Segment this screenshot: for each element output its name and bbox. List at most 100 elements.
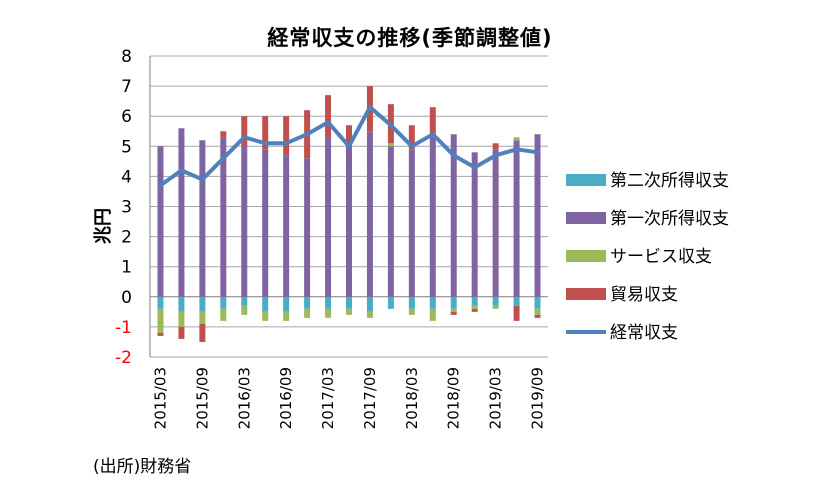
bar-第一次所得収支 [450,134,457,297]
bar-第一次所得収支 [241,146,248,297]
x-axis-ticks: 2015/03 2015/09 2016/03 2016/09 2017/03 2017/… [151,367,546,429]
legend-label: サービス収支 [610,247,712,267]
y-tick-label: 7 [121,77,132,97]
bar-第二次所得収支 [534,296,541,309]
y-tick-label: 6 [121,107,132,127]
bar-貿易収支 [241,116,248,147]
bar-サービス収支 [178,311,185,327]
bar-貿易収支 [346,125,352,147]
legend-swatch [566,212,606,224]
y-tick-label: 3 [121,198,132,218]
bar-第一次所得収支 [346,146,352,297]
bar-第一次所得収支 [429,134,436,297]
legend-swatch [566,174,606,186]
legend-label: 経常収支 [610,323,678,343]
bar-貿易収支 [429,107,436,135]
bar-第二次所得収支 [471,296,478,306]
bar-第一次所得収支 [492,149,499,297]
bar-第二次所得収支 [157,296,164,309]
legend-label: 第一次所得収支 [610,209,729,229]
bar-貿易収支 [178,326,185,339]
bar-サービス収支 [450,308,457,312]
y-tick-label: -1 [115,318,132,338]
bar-貿易収支 [450,311,457,315]
bar-第二次所得収支 [304,296,311,309]
bar-第一次所得収支 [220,137,227,297]
bar-サービス収支 [325,308,332,318]
bar-貿易収支 [325,95,332,138]
legend-label: 貿易収支 [610,285,678,305]
bar-第一次所得収支 [471,152,478,297]
bar-第一次所得収支 [304,158,311,297]
bar-第二次所得収支 [220,296,227,309]
x-tick-label: 2016/09 [277,367,295,429]
bar-第二次所得収支 [262,296,269,312]
bar-サービス収支 [283,311,290,321]
bar-貿易収支 [492,143,499,150]
y-tick-label: 2 [121,228,132,248]
chart-title: 経常収支の推移(季節調整値) [267,26,553,50]
bar-サービス収支 [387,143,394,147]
x-tick-label: 2016/03 [235,367,253,429]
bar-サービス収支 [199,311,206,324]
bar-貿易収支 [220,131,227,138]
bar-サービス収支 [157,308,164,333]
bar-第二次所得収支 [387,296,394,309]
x-tick-label: 2015/03 [151,367,169,429]
bar-サービス収支 [408,308,415,315]
bar-第二次所得収支 [450,296,457,309]
bar-第一次所得収支 [325,137,332,297]
y-tick-label: 8 [121,47,132,67]
y-tick-label: -2 [115,348,132,368]
bar-サービス収支 [471,305,478,309]
bar-第一次所得収支 [408,149,415,297]
bar-第一次所得収支 [157,146,164,297]
source-note: (出所)財務省 [93,457,192,477]
bar-サービス収支 [304,308,311,318]
x-tick-label: 2015/09 [193,367,211,429]
bar-第二次所得収支 [199,296,206,312]
legend-label: 第二次所得収支 [610,171,729,191]
bar-第二次所得収支 [366,296,373,312]
x-tick-label: 2019/03 [487,367,505,429]
bar-第二次所得収支 [492,296,499,306]
bar-サービス収支 [366,311,373,318]
x-tick-label: 2017/09 [361,367,379,429]
bar-貿易収支 [471,308,478,312]
bar-サービス収支 [534,308,541,315]
line-経常収支 [158,105,540,188]
y-tick-label: 0 [121,288,132,308]
bar-第一次所得収支 [178,128,185,297]
bar-貿易収支 [513,305,520,321]
bar-第二次所得収支 [178,296,185,312]
y-tick-label: 4 [121,167,132,187]
y-axis-label: 兆円 [93,208,114,244]
bar-series [157,86,541,342]
bar-第一次所得収支 [199,140,206,297]
bar-第一次所得収支 [366,131,373,297]
bar-サービス収支 [492,305,499,309]
x-tick-label: 2017/03 [319,367,337,429]
bar-貿易収支 [408,125,415,150]
y-axis-ticks: -2 -1 0 1 2 3 4 5 6 7 8 [115,47,132,368]
bar-第二次所得収支 [283,296,290,312]
bar-第二次所得収支 [429,296,436,309]
bar-第一次所得収支 [513,140,520,297]
bar-貿易収支 [199,323,206,342]
bar-第二次所得収支 [325,296,332,309]
bar-サービス収支 [429,308,436,321]
bar-貿易収支 [157,332,164,336]
bar-サービス収支 [513,137,520,141]
y-tick-label: 1 [121,258,132,278]
bar-貿易収支 [283,116,290,156]
x-tick-label: 2018/09 [445,367,463,429]
bar-第二次所得収支 [241,296,248,306]
bar-第二次所得収支 [408,296,415,309]
legend-swatch [566,250,606,262]
bar-貿易収支 [534,314,541,318]
x-tick-label: 2018/03 [403,367,421,429]
bar-サービス収支 [220,308,227,321]
bar-第二次所得収支 [346,296,352,309]
